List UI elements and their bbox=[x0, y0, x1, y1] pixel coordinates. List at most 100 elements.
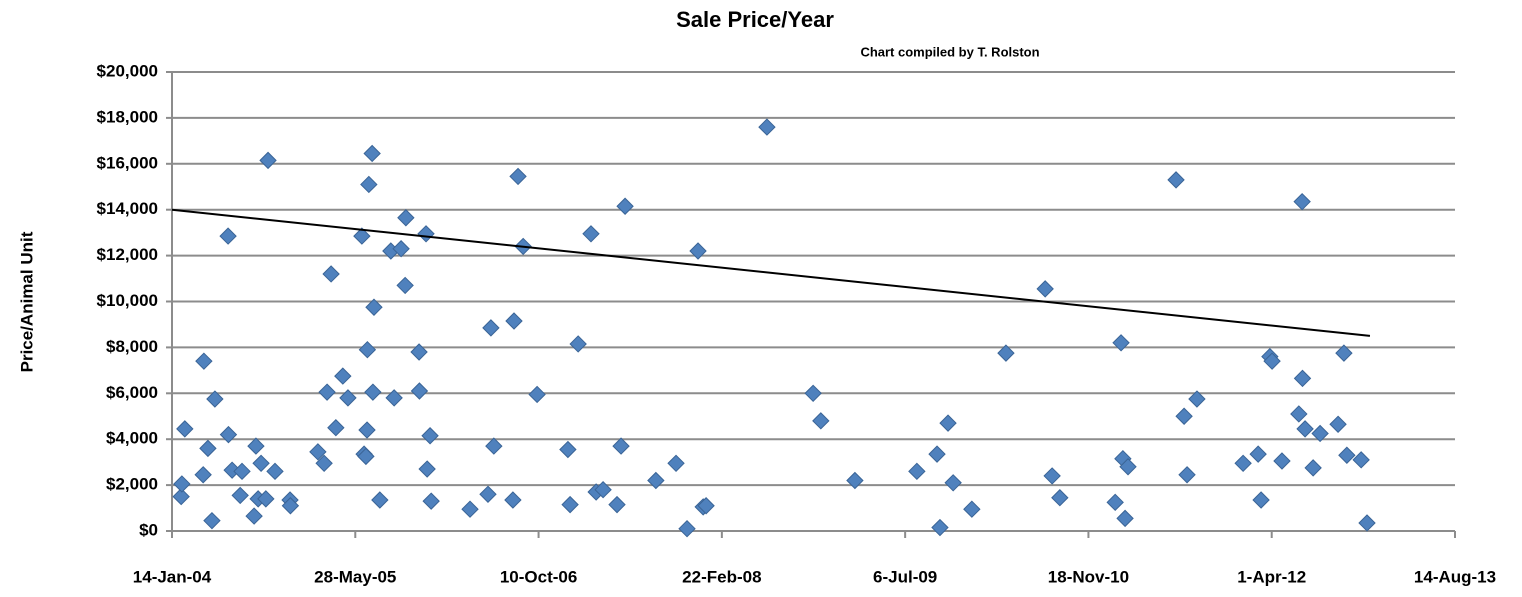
data-point bbox=[1249, 445, 1267, 463]
data-point bbox=[1263, 352, 1281, 370]
data-point bbox=[1338, 446, 1356, 464]
x-tick-label: 1-Apr-12 bbox=[1237, 567, 1306, 586]
data-point bbox=[410, 343, 428, 361]
x-tick-label: 10-Oct-06 bbox=[500, 567, 577, 586]
chart-subtitle: Chart compiled by T. Rolston bbox=[860, 44, 1039, 59]
data-point bbox=[266, 462, 284, 481]
data-point bbox=[358, 421, 376, 439]
data-point bbox=[846, 471, 864, 490]
y-tick-label: $16,000 bbox=[97, 153, 158, 172]
x-tick-label: 22-Feb-08 bbox=[682, 567, 761, 586]
data-point bbox=[385, 389, 403, 407]
data-point bbox=[697, 497, 715, 515]
data-point bbox=[504, 491, 522, 509]
data-point bbox=[194, 466, 212, 484]
data-point bbox=[1116, 509, 1134, 528]
data-point bbox=[247, 437, 265, 455]
data-point bbox=[1106, 493, 1124, 512]
data-point bbox=[396, 276, 414, 295]
data-point bbox=[1304, 459, 1322, 477]
data-point bbox=[1290, 405, 1308, 423]
y-tick-label: $14,000 bbox=[97, 199, 158, 218]
data-point bbox=[1188, 390, 1206, 408]
data-point bbox=[417, 225, 435, 243]
data-point bbox=[612, 437, 630, 455]
data-point bbox=[963, 500, 981, 518]
data-point bbox=[421, 427, 439, 445]
data-point bbox=[559, 440, 577, 459]
data-point bbox=[353, 227, 371, 245]
data-point bbox=[309, 443, 327, 461]
data-point bbox=[528, 385, 546, 404]
data-point bbox=[203, 511, 221, 530]
data-point bbox=[172, 487, 190, 506]
y-tick-label: $2,000 bbox=[106, 475, 158, 494]
data-point bbox=[931, 518, 949, 537]
data-point bbox=[1293, 192, 1311, 211]
data-point bbox=[689, 242, 707, 260]
data-point bbox=[245, 507, 263, 525]
y-tick-label: $12,000 bbox=[97, 245, 158, 264]
data-point bbox=[1175, 407, 1193, 425]
data-point bbox=[327, 419, 345, 437]
data-point bbox=[363, 144, 381, 163]
data-point bbox=[364, 383, 382, 401]
trendline bbox=[171, 208, 1371, 337]
data-point bbox=[418, 460, 436, 478]
data-point bbox=[582, 225, 600, 243]
data-point bbox=[233, 462, 251, 481]
x-tick-label: 14-Jan-04 bbox=[133, 567, 212, 586]
data-point bbox=[485, 437, 503, 455]
data-point bbox=[569, 335, 587, 353]
data-point bbox=[281, 497, 300, 515]
data-point bbox=[1167, 171, 1185, 189]
data-point bbox=[1036, 280, 1054, 298]
data-point bbox=[1329, 415, 1347, 433]
data-point bbox=[944, 474, 962, 492]
data-point bbox=[199, 439, 217, 458]
x-tick-label: 18-Nov-10 bbox=[1048, 567, 1129, 586]
data-point bbox=[422, 492, 440, 510]
data-point bbox=[231, 486, 249, 505]
data-point bbox=[357, 447, 375, 466]
data-point bbox=[997, 344, 1015, 362]
data-point bbox=[1273, 452, 1291, 470]
data-point bbox=[479, 485, 497, 503]
data-point bbox=[1112, 334, 1130, 352]
y-tick-label: $6,000 bbox=[106, 383, 158, 402]
x-tick-label: 6-Jul-09 bbox=[873, 567, 937, 586]
data-point bbox=[1043, 467, 1061, 485]
x-tick-label: 28-May-05 bbox=[314, 567, 396, 586]
data-point bbox=[360, 175, 378, 194]
data-point bbox=[561, 495, 579, 514]
data-point bbox=[758, 118, 776, 136]
data-point bbox=[1296, 420, 1314, 438]
data-point bbox=[371, 491, 389, 509]
data-point bbox=[647, 471, 665, 490]
data-point bbox=[252, 454, 270, 473]
data-point bbox=[482, 319, 500, 337]
data-point bbox=[1119, 458, 1137, 476]
data-point bbox=[1051, 489, 1069, 507]
data-point bbox=[1178, 466, 1196, 484]
data-point bbox=[616, 197, 634, 215]
data-point bbox=[410, 382, 429, 400]
data-point bbox=[908, 462, 926, 481]
data-point bbox=[365, 298, 383, 316]
data-point bbox=[315, 454, 333, 473]
data-point bbox=[1252, 491, 1270, 509]
data-point bbox=[667, 454, 685, 473]
data-point bbox=[176, 420, 194, 438]
data-point bbox=[939, 414, 957, 432]
data-point bbox=[1358, 514, 1376, 532]
data-point bbox=[257, 490, 275, 508]
y-tick-label: $18,000 bbox=[97, 107, 158, 126]
data-point bbox=[322, 265, 340, 283]
data-point bbox=[397, 209, 415, 227]
data-point bbox=[358, 340, 377, 359]
data-point bbox=[608, 495, 626, 514]
data-point bbox=[392, 240, 410, 258]
data-point bbox=[219, 425, 238, 444]
